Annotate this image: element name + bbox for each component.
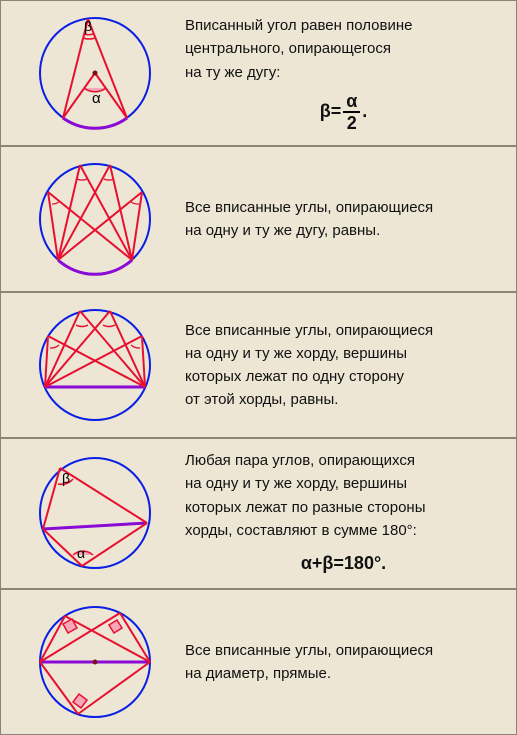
row-inscribed-half-central: α β Вписанный угол равен половине центра…: [0, 0, 517, 146]
text-5: Все вписанные углы, опирающиеся на диаме…: [175, 639, 502, 686]
text-1: Вписанный угол равен половине центрально…: [175, 14, 502, 132]
diagram-5: [15, 600, 175, 724]
line: на ту же дугу:: [185, 64, 280, 81]
line: Все вписанные углы, опирающиеся: [185, 642, 433, 659]
svg-text:β: β: [84, 18, 92, 34]
diagram-3: [15, 303, 175, 427]
line: которых лежат по одну сторону: [185, 368, 404, 385]
line: хорды, составляют в сумме 180°:: [185, 522, 417, 539]
text-2: Все вписанные углы, опирающиеся на одну …: [175, 196, 502, 243]
line: Любая пара углов, опирающихся: [185, 452, 415, 469]
svg-text:α: α: [92, 90, 101, 107]
line: на одну и ту же хорду, вершины: [185, 345, 407, 362]
line: которых лежат по разные стороны: [185, 499, 425, 516]
diagram-4: β α: [15, 451, 175, 575]
diagram-1: α β: [15, 11, 175, 135]
row-opposite-sides-sum-180: β α Любая пара углов, опирающихся на одн…: [0, 438, 517, 589]
line: от этой хорды, равны.: [185, 391, 338, 408]
line: на одну и ту же хорду, вершины: [185, 475, 407, 492]
row-inscribed-same-arc: Все вписанные углы, опирающиеся на одну …: [0, 146, 517, 292]
theorems-table: α β Вписанный угол равен половине центра…: [0, 0, 517, 735]
line: центрального, опирающегося: [185, 40, 391, 57]
text-3: Все вписанные углы, опирающиеся на одну …: [175, 319, 502, 412]
line: Все вписанные углы, опирающиеся: [185, 199, 433, 216]
row-inscribed-on-diameter: Все вписанные углы, опирающиеся на диаме…: [0, 589, 517, 735]
svg-text:α: α: [77, 545, 85, 561]
row-inscribed-same-chord-same-side: Все вписанные углы, опирающиеся на одну …: [0, 292, 517, 438]
text-4: Любая пара углов, опирающихся на одну и …: [175, 449, 502, 578]
line: на одну и ту же дугу, равны.: [185, 222, 380, 239]
line: Все вписанные углы, опирающиеся: [185, 322, 433, 339]
formula-1: β=α2.: [185, 92, 502, 132]
formula-4: α+β=180°.: [185, 550, 502, 578]
svg-text:β: β: [62, 470, 70, 486]
line: на диаметр, прямые.: [185, 665, 331, 682]
line: Вписанный угол равен половине: [185, 17, 412, 34]
diagram-2: [15, 157, 175, 281]
